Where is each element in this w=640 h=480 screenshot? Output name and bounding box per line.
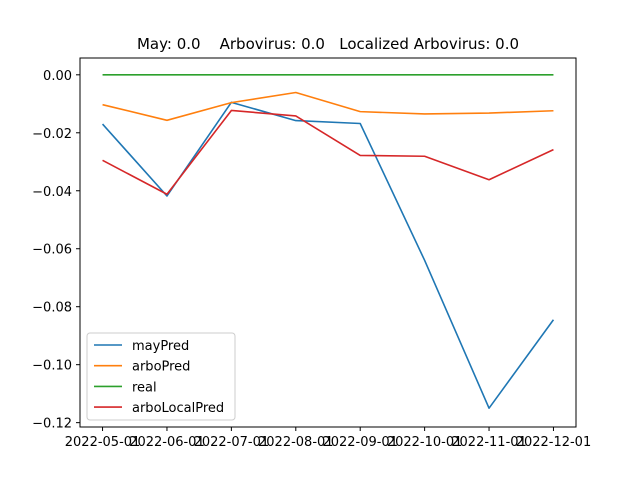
y-tick-label: −0.10 [32,359,72,374]
x-tick-label: 2022-12-01 [516,435,592,450]
y-tick-label: −0.08 [32,301,72,316]
x-tick-label: 2022-09-01 [322,435,398,450]
legend-label-real: real [132,380,157,395]
x-tick-label: 2022-10-01 [387,435,463,450]
y-tick-label: −0.02 [32,127,72,142]
legend-label-arboLocalPred: arboLocalPred [132,401,224,416]
legend-box [86,332,236,421]
y-tick-label: −0.12 [32,417,72,432]
legend-label-mayPred: mayPred [132,339,189,354]
series-group [101,74,555,409]
x-tick-label: 2022-08-01 [258,435,334,450]
x-axis: 2022-05-012022-06-012022-07-012022-08-01… [65,427,591,450]
y-tick-label: −0.04 [32,185,72,200]
chart-title: May: 0.0 Arbovirus: 0.0 Localized Arbovi… [137,35,519,53]
y-tick-label: −0.06 [32,243,72,258]
x-tick-label: 2022-06-01 [129,435,205,450]
plot-area [79,57,577,428]
legend: mayPred arboPred real arboLocalPred [86,332,236,421]
x-tick-label: 2022-07-01 [194,435,270,450]
y-tick-label: 0.00 [43,69,72,84]
x-tick-label: 2022-11-01 [451,435,527,450]
plot-frame [79,57,577,428]
y-axis: 0.00 −0.02 −0.04 −0.06 −0.08 −0.10 −0.12 [32,69,80,432]
legend-label-arboPred: arboPred [132,360,190,375]
x-tick-label: 2022-05-01 [65,435,141,450]
series-line-arboPred [102,91,554,122]
series-line-arboLocalPred [102,109,554,196]
